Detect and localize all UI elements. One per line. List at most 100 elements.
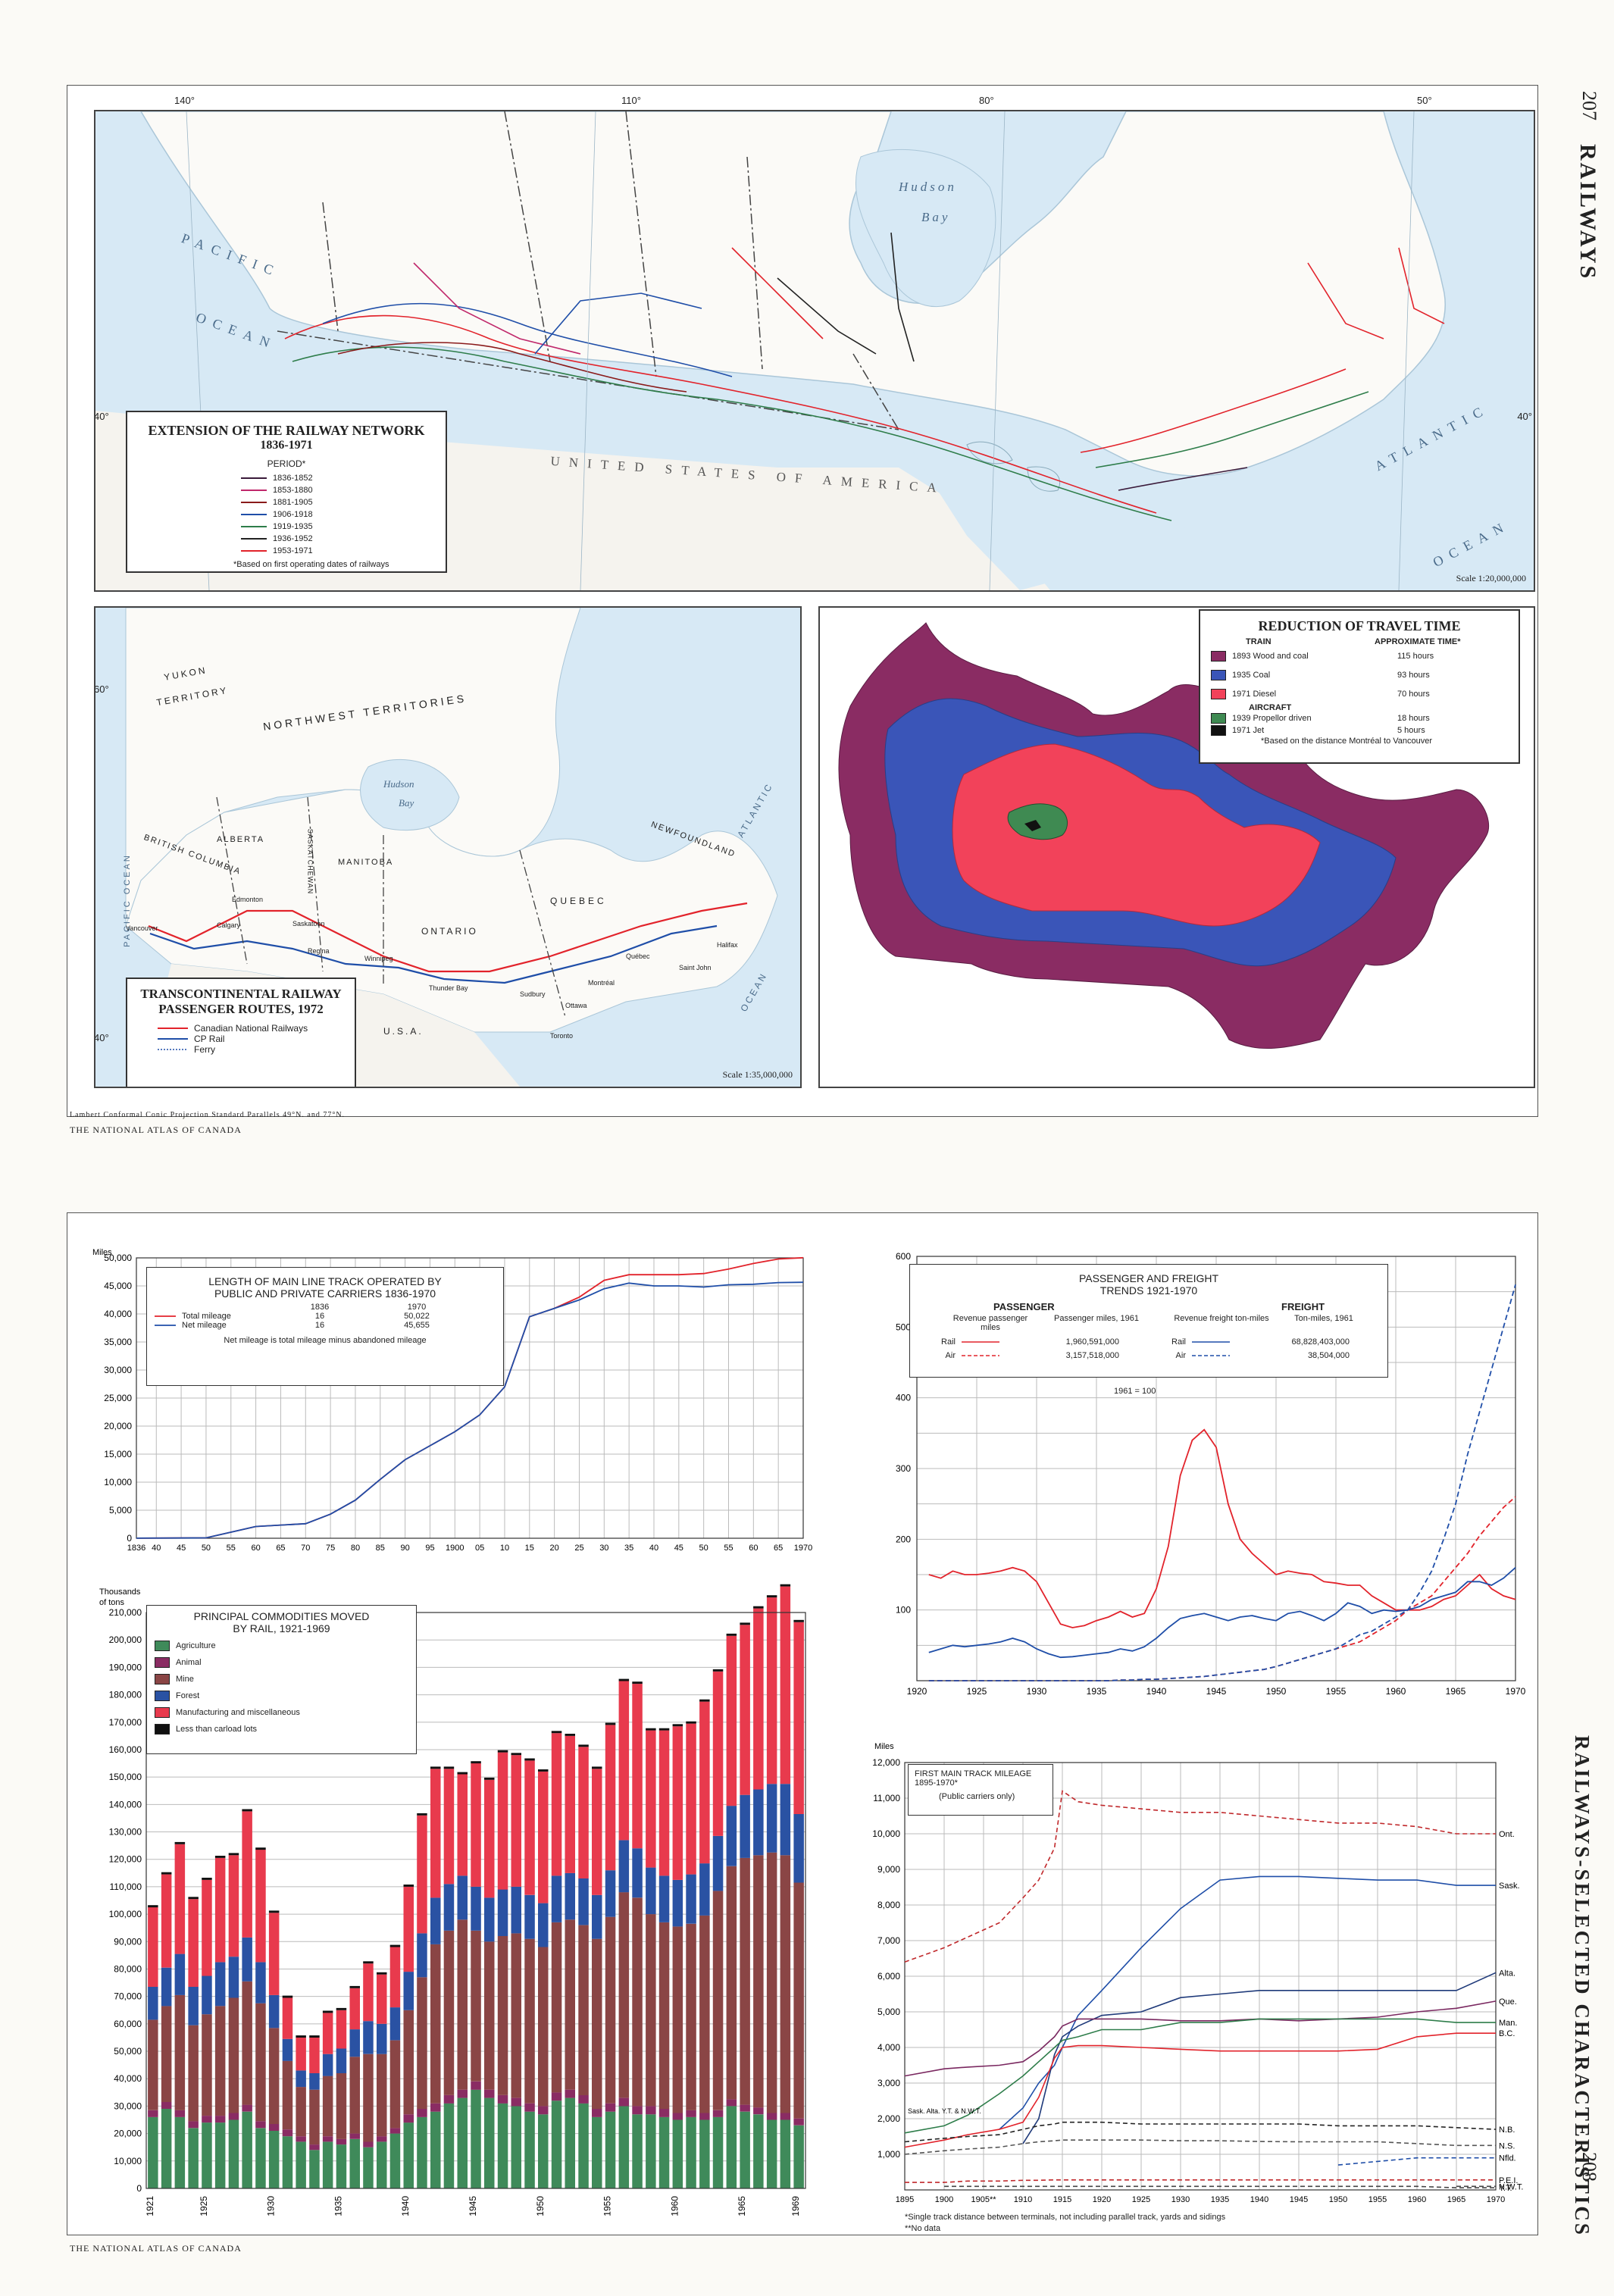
track-xtick: 80 bbox=[351, 1544, 360, 1553]
trend-legend-mode-freight: Air bbox=[1175, 1351, 1186, 1360]
legend-mileage-subtitle: (Public carriers only) bbox=[939, 1792, 1015, 1801]
commodity-label: Mine bbox=[176, 1675, 194, 1684]
mileage-ytick: 11,000 bbox=[873, 1793, 900, 1803]
commodity-bar-agriculture bbox=[457, 2097, 468, 2188]
commodity-bar-less bbox=[740, 1622, 750, 1625]
mileage-xtick: 1965 bbox=[1447, 2195, 1465, 2204]
commodity-bar-forest bbox=[565, 1872, 575, 1920]
label-manitoba: MANITOBA bbox=[338, 858, 394, 867]
commodities-ytick: 180,000 bbox=[109, 1690, 142, 1700]
commodity-bar-less bbox=[686, 1721, 696, 1724]
commodity-bar-mine bbox=[161, 2006, 172, 2102]
commodity-bar-manufacturing bbox=[214, 1857, 226, 1963]
track-legend-header: 1836 1970 bbox=[155, 1303, 503, 1312]
commodity-bar-animal bbox=[511, 2097, 521, 2107]
trends-xtick: 1940 bbox=[1146, 1686, 1167, 1697]
commodity-bar-agriculture bbox=[202, 2122, 212, 2188]
commodity-bar-animal bbox=[753, 2107, 764, 2115]
commodities-ytick: 80,000 bbox=[114, 1963, 142, 1974]
travel-label: 1893 Wood and coal bbox=[1232, 651, 1309, 661]
commodity-bar-less bbox=[766, 1595, 777, 1598]
label-quebec: QUEBEC bbox=[550, 896, 607, 906]
track-xtick: 75 bbox=[326, 1544, 335, 1553]
period-row: 1906-1918 bbox=[241, 508, 446, 521]
trends-ytick: 600 bbox=[896, 1251, 911, 1262]
commodity-bar-less bbox=[497, 1750, 508, 1753]
commodity-bar-forest bbox=[214, 1962, 226, 2007]
commodity-bar-less bbox=[349, 1985, 360, 1988]
commodity-bar-manufacturing bbox=[349, 1988, 360, 2030]
bay-label: Bay bbox=[921, 210, 951, 224]
period-swatch bbox=[241, 526, 267, 527]
travel-swatch bbox=[1211, 669, 1226, 680]
commodity-bar-less bbox=[672, 1724, 683, 1727]
track-xtick: 1836 bbox=[127, 1544, 145, 1553]
commodity-bar-forest bbox=[403, 1972, 414, 2010]
commodity-bar-animal bbox=[228, 2113, 239, 2120]
commodity-bar-forest bbox=[228, 1957, 239, 1998]
legend-routes: TRANSCONTINENTAL RAILWAY PASSENGER ROUTE… bbox=[126, 978, 356, 1087]
commodity-bar-manufacturing bbox=[174, 1844, 186, 1954]
commodity-bar-forest bbox=[740, 1794, 750, 1858]
commodity-bar-manufacturing bbox=[471, 1763, 481, 1887]
commodity-bar-mine bbox=[349, 2057, 360, 2134]
track-xtick: 50 bbox=[202, 1544, 211, 1553]
commodity-label: Less than carload lots bbox=[176, 1725, 258, 1734]
commodity-bar-less bbox=[565, 1734, 575, 1736]
commodity-bar-animal bbox=[161, 2102, 172, 2109]
legend-trends-headings: PASSENGER FREIGHT bbox=[910, 1301, 1387, 1312]
commodity-bar-agriculture bbox=[148, 2116, 158, 2188]
commodity-bar-mine bbox=[228, 1997, 239, 2113]
city-regina: Regina bbox=[308, 947, 330, 955]
mileage-footnote-2: **No data bbox=[905, 2224, 941, 2233]
commodity-bar-agriculture bbox=[161, 2109, 172, 2188]
commodity-bar-forest bbox=[538, 1903, 549, 1947]
track-xtick: 35 bbox=[624, 1544, 633, 1553]
atlas-credit-top: THE NATIONAL ATLAS OF CANADA bbox=[70, 1125, 242, 1135]
track-legend-cell: 45,655 bbox=[404, 1321, 430, 1330]
routes-legend-cp: CP Rail bbox=[158, 1034, 355, 1044]
commodity-bar-mine bbox=[174, 1994, 186, 2110]
track-ytick: 0 bbox=[127, 1533, 132, 1544]
track-xtick: 85 bbox=[376, 1544, 385, 1553]
track-xtick: 90 bbox=[401, 1544, 410, 1553]
commodity-bar-animal bbox=[766, 2113, 777, 2120]
commodity-bar-animal bbox=[242, 2104, 252, 2112]
commodity-bar-forest bbox=[484, 1897, 495, 1942]
commodity-bar-agriculture bbox=[242, 2111, 252, 2188]
commodity-bar-agriculture bbox=[349, 2138, 360, 2188]
commodities-ytick: 40,000 bbox=[114, 2073, 142, 2084]
period-row: 1919-1935 bbox=[241, 521, 446, 533]
commodity-bar-animal bbox=[377, 2136, 387, 2142]
commodity-bar-animal bbox=[430, 2103, 441, 2112]
trends-xtick: 1960 bbox=[1386, 1686, 1406, 1697]
commodity-bar-less bbox=[174, 1841, 186, 1844]
track-xtick: 15 bbox=[525, 1544, 534, 1553]
commodity-bar-animal bbox=[578, 2095, 589, 2104]
commodity-bar-forest bbox=[592, 1894, 602, 1939]
track-legend-swatch bbox=[155, 1315, 176, 1317]
commodity-bar-animal bbox=[457, 2089, 468, 2098]
commodity-bar-mine bbox=[578, 1925, 589, 2095]
commodities-ytick: 190,000 bbox=[109, 1662, 142, 1672]
city-saint-john: Saint John bbox=[679, 964, 712, 971]
legend-trends-f-col2: Ton-miles, 1961 bbox=[1294, 1314, 1353, 1323]
commodity-swatch bbox=[155, 1657, 170, 1668]
legend-travel: REDUCTION OF TRAVEL TIME TRAIN APPROXIMA… bbox=[1199, 609, 1520, 764]
travel-row: 1893 Wood and coal 115 hours bbox=[1211, 646, 1519, 665]
travel-label: 1939 Propellor driven bbox=[1232, 714, 1312, 723]
commodity-bar-agriculture bbox=[592, 2116, 602, 2188]
commodity-bar-manufacturing bbox=[296, 2038, 306, 2071]
commodities-ylabel-1: Thousands bbox=[99, 1587, 141, 1597]
commodities-xtick: 1960 bbox=[669, 2196, 680, 2216]
commodity-bar-forest bbox=[658, 1875, 670, 1922]
trend-legend-freight: 38,504,000 bbox=[1307, 1351, 1350, 1360]
commodities-frame bbox=[145, 1612, 806, 2189]
commodities-xtick: 1965 bbox=[737, 2196, 747, 2216]
mileage-xtick: 1935 bbox=[1211, 2195, 1229, 2204]
commodity-bar-agriculture bbox=[484, 2097, 495, 2188]
mileage-ytick: 4,000 bbox=[877, 2042, 900, 2053]
period-swatch bbox=[241, 514, 267, 515]
period-row: 1936-1952 bbox=[241, 533, 446, 545]
